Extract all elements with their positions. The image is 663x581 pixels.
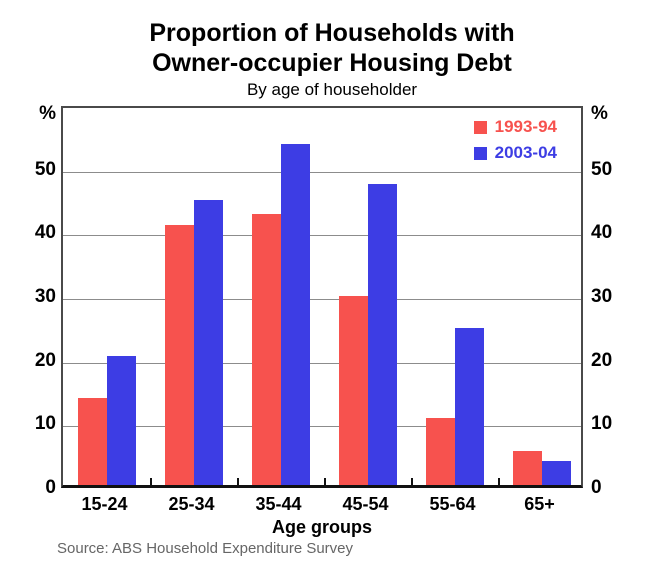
legend-label: 1993-94 (494, 117, 557, 136)
x-tick-mark (411, 478, 413, 485)
y-tick-label-50: 50 (34, 159, 56, 180)
x-tick-mark (498, 478, 500, 485)
bar-1993-94-25-34 (165, 225, 194, 485)
chart-legend: 1993-94 2003-04 (473, 117, 557, 169)
bar-2003-04-25-34 (194, 200, 223, 485)
x-tick-label-65+: 65+ (524, 494, 555, 514)
x-tick-mark (237, 478, 239, 485)
title-line-1: Proportion of Households with (149, 19, 515, 47)
y-tick-label-0: 0 (45, 477, 56, 498)
bar-2003-04-65+ (542, 461, 571, 485)
legend-swatch-icon (473, 120, 487, 134)
bar-2003-04-55-64 (455, 328, 484, 485)
y-tick-label-30: 30 (34, 286, 56, 307)
plot-area: 1993-94 2003-04 (61, 106, 583, 488)
legend-label: 2003-04 (494, 143, 557, 162)
chart-title: Proportion of Households with Owner-occu… (8, 18, 656, 100)
bar-2003-04-15-24 (107, 356, 136, 485)
bar-1993-94-35-44 (252, 214, 281, 485)
source-note: Source: ABS Household Expenditure Survey (57, 540, 354, 557)
y-axis-percent-label: % (39, 103, 56, 124)
x-tick-mark (150, 478, 152, 485)
legend-item-2003-04: 2003-04 (473, 143, 557, 163)
x-axis-title: Age groups (271, 517, 372, 537)
gridline-20 (63, 363, 581, 364)
gridline-50 (63, 172, 581, 173)
gridline-40 (63, 235, 581, 236)
y-axis-percent-label: % (591, 103, 608, 124)
y-tick-label-50: 50 (591, 159, 613, 180)
y-tick-label-30: 30 (591, 286, 613, 307)
bar-2003-04-45-54 (368, 184, 397, 485)
bar-2003-04-35-44 (281, 144, 310, 485)
bar-1993-94-65+ (513, 451, 542, 485)
x-tick-mark (324, 478, 326, 485)
y-tick-label-20: 20 (591, 350, 613, 371)
bar-1993-94-15-24 (78, 398, 107, 485)
x-tick-label-35-44: 35-44 (255, 494, 302, 514)
x-tick-label-55-64: 55-64 (429, 494, 476, 514)
x-tick-label-45-54: 45-54 (342, 494, 389, 514)
title-line-2: Owner-occupier Housing Debt (152, 49, 512, 77)
y-tick-label-40: 40 (34, 222, 56, 243)
chart-subtitle: By age of householder (246, 80, 418, 99)
y-tick-label-40: 40 (591, 222, 613, 243)
y-tick-label-20: 20 (34, 350, 56, 371)
y-tick-label-10: 10 (591, 413, 613, 434)
legend-item-1993-94: 1993-94 (473, 117, 557, 137)
x-tick-label-15-24: 15-24 (81, 494, 128, 514)
gridline-30 (63, 299, 581, 300)
legend-swatch-icon (473, 146, 487, 160)
gridline-10 (63, 426, 581, 427)
bar-1993-94-45-54 (339, 296, 368, 485)
x-tick-label-25-34: 25-34 (168, 494, 215, 514)
y-tick-label-10: 10 (34, 413, 56, 434)
bar-1993-94-55-64 (426, 418, 455, 485)
y-tick-label-0: 0 (591, 477, 602, 498)
